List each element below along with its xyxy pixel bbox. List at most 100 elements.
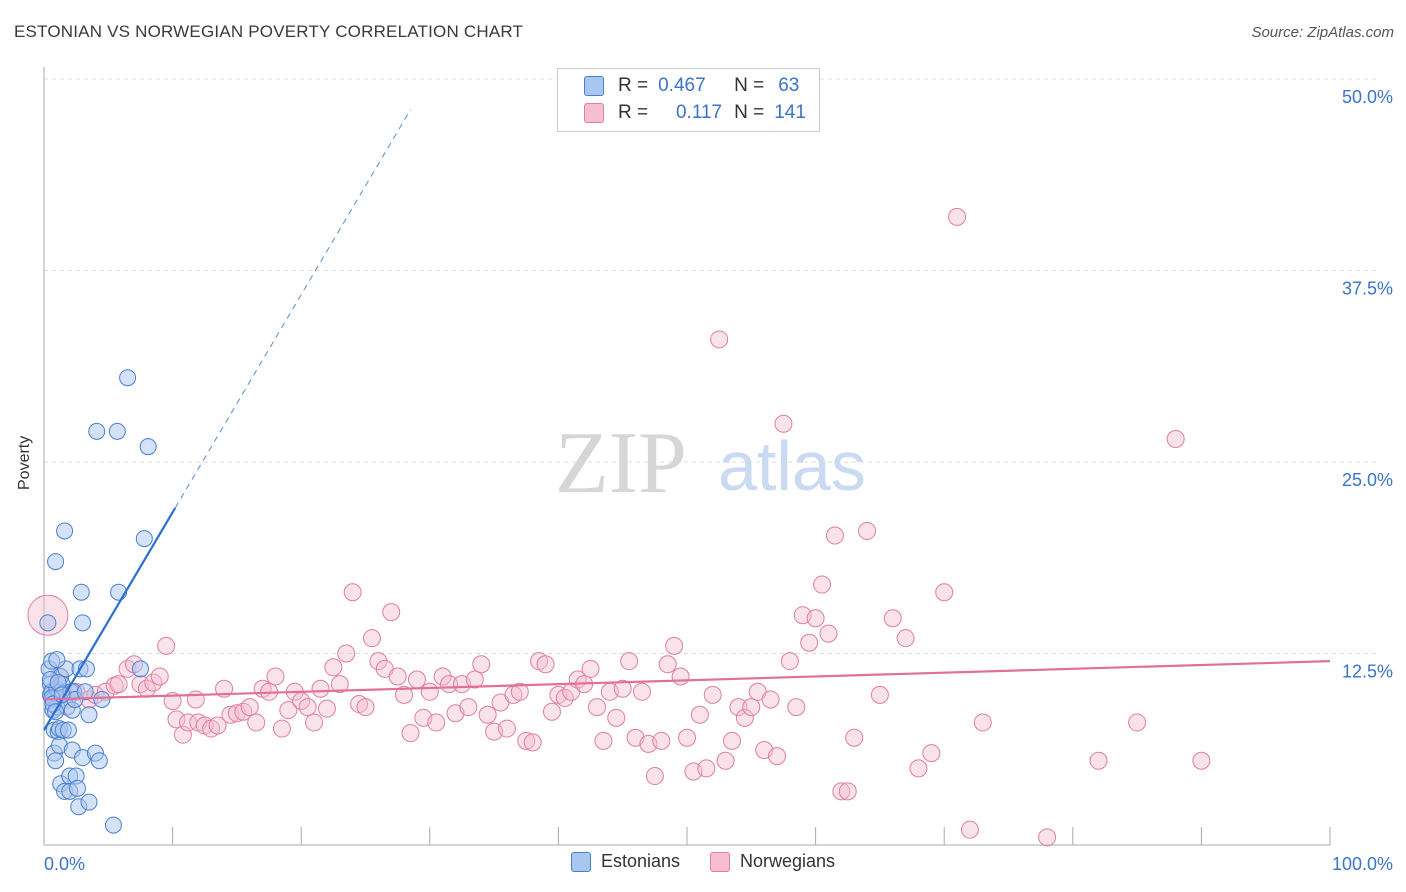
norwegians-point — [478, 705, 497, 724]
norwegians-point — [838, 782, 857, 801]
norwegians-point — [510, 682, 529, 701]
legend-row-norwegians: R = 0.117 N = 141 — [584, 102, 806, 124]
norwegians-point — [813, 575, 832, 594]
norwegians-point — [459, 698, 478, 717]
norwegians-point — [620, 652, 639, 671]
y-tick-label: 12.5% — [1342, 662, 1393, 682]
norwegians-point — [305, 713, 324, 732]
norwegians-point — [536, 655, 555, 674]
legend-item-norwegians[interactable]: Norwegians — [710, 851, 835, 872]
x-tick-label: 100.0% — [1332, 854, 1393, 874]
norwegians-point — [883, 609, 902, 628]
tick-labels: 12.5% 25.0% 37.5% 50.0% 0.0% 100.0% — [44, 87, 1393, 874]
norwegians-point — [420, 682, 439, 701]
norwegians-point — [800, 633, 819, 652]
estonians-point — [119, 369, 137, 387]
norwegians-point — [935, 583, 954, 602]
norwegians-point — [665, 636, 684, 655]
estonians-point — [59, 721, 77, 739]
norwegians-point — [729, 698, 748, 717]
grid-lines — [44, 78, 1380, 654]
legend-n-label: N = — [734, 102, 765, 123]
norwegians-point — [517, 731, 536, 750]
norwegians-point — [247, 713, 266, 732]
norwegians-point — [401, 724, 420, 743]
legend-n-value: 63 — [778, 75, 800, 96]
estonians-point — [131, 660, 149, 678]
y-tick-label: 50.0% — [1342, 87, 1393, 107]
norwegians-point — [678, 728, 696, 747]
norwegians-point — [948, 207, 967, 226]
norwegians-point — [819, 624, 838, 643]
y-tick-label: 25.0% — [1342, 470, 1393, 490]
norwegians-point — [581, 659, 600, 678]
norwegians-trend-line — [43, 660, 1331, 701]
norwegians-point — [774, 414, 793, 433]
norwegians-point — [723, 731, 742, 750]
norwegians-point — [607, 708, 626, 727]
norwegians-point — [311, 679, 330, 698]
x-tick-label: 0.0% — [44, 854, 85, 874]
estonians-trend-line — [43, 507, 177, 731]
norwegians-point — [317, 699, 336, 718]
legend-n-label: N = — [734, 75, 765, 96]
norwegians-point — [896, 629, 915, 648]
norwegians-point — [703, 685, 722, 704]
norwegians-point — [645, 767, 664, 786]
norwegians-point — [768, 747, 787, 766]
norwegians-point — [761, 690, 780, 709]
norwegians-point — [632, 682, 651, 701]
estonians-point — [39, 614, 57, 632]
norwegians-point — [780, 652, 799, 671]
norwegians-point — [382, 603, 401, 622]
axes — [43, 67, 1331, 846]
norwegians-point — [240, 698, 259, 717]
norwegians-points — [27, 207, 1211, 847]
norwegians-point — [832, 782, 851, 801]
norwegians-point — [427, 713, 446, 732]
norwegians-point — [465, 670, 484, 689]
trend-lines — [43, 109, 1331, 731]
norwegians-point — [433, 667, 452, 686]
series-legend: Estonians Norwegians — [0, 851, 1406, 872]
estonians-point — [76, 683, 94, 701]
norwegians-point — [594, 731, 613, 750]
source-label: Source: ZipAtlas.com — [1251, 24, 1394, 41]
y-tick-label: 37.5% — [1342, 279, 1393, 299]
estonians-point — [88, 422, 106, 440]
estonians-point — [68, 779, 86, 797]
norwegians-point — [710, 330, 729, 349]
estonians-point — [108, 422, 126, 440]
norwegians-point — [407, 670, 426, 689]
norwegians-point — [909, 759, 928, 778]
norwegians-point — [157, 636, 176, 655]
legend-item-estonians[interactable]: Estonians — [570, 851, 680, 872]
norwegians-point — [1166, 430, 1185, 449]
estonians-point — [90, 752, 108, 770]
norwegians-point — [690, 705, 709, 724]
norwegians-point — [671, 667, 690, 686]
estonians-point — [139, 438, 157, 456]
norwegians-point — [362, 629, 381, 648]
norwegians-legend-label: Norwegians — [740, 851, 836, 871]
norwegians-point — [388, 667, 407, 686]
legend-r-label: R = — [618, 102, 649, 123]
watermark-atlas: atlas — [718, 427, 866, 505]
norwegians-point — [369, 652, 388, 671]
watermark-zip: ZIP — [555, 415, 687, 512]
norwegians-point — [472, 655, 491, 674]
estonians-trend-extension — [174, 109, 411, 509]
norwegians-point — [1038, 828, 1057, 847]
estonians-point — [74, 614, 92, 632]
norwegians-point — [298, 698, 317, 717]
legend-r-value: 0.467 — [658, 75, 706, 96]
norwegians-point — [523, 733, 542, 752]
correlation-legend: R = 0.467 N = 63 R = 0.117 N = 141 — [557, 68, 820, 132]
estonians-point — [47, 752, 65, 770]
norwegians-point — [787, 698, 806, 717]
estonians-point — [47, 553, 65, 571]
norwegians-point — [337, 644, 356, 663]
norwegians-point — [742, 698, 761, 717]
norwegians-point — [343, 583, 362, 602]
